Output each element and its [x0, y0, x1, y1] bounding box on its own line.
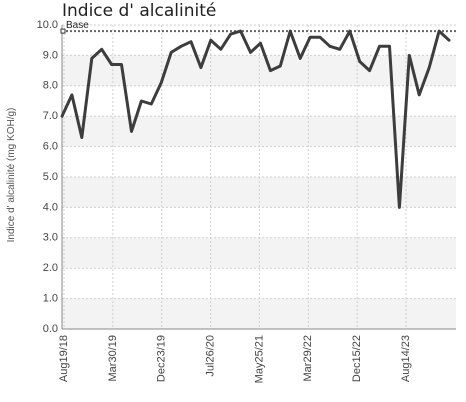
- y-axis-label: Indice d' alcalinité (mg KOH/g): [6, 108, 17, 243]
- y-tick-label: 2.0: [43, 262, 58, 274]
- y-tick-label: 4.0: [43, 201, 58, 213]
- y-tick-label: 0.0: [43, 323, 58, 335]
- x-tick-label: Mar30/19: [107, 335, 119, 381]
- y-tick-label: 9.0: [43, 49, 58, 61]
- x-tick-label: Dec15/22: [351, 335, 363, 382]
- y-tick-label: 5.0: [43, 171, 58, 183]
- y-tick-label: 3.0: [43, 232, 58, 244]
- y-tick-label: 1.0: [43, 293, 58, 305]
- y-tick-label: 6.0: [43, 141, 58, 153]
- y-tick-label: 10.0: [37, 19, 58, 31]
- x-tick-label: May25/21: [253, 335, 265, 383]
- x-tick-label: Aug14/23: [400, 335, 412, 382]
- background-bands: [62, 55, 456, 329]
- x-tick-label: Aug19/18: [58, 335, 70, 382]
- grid-lines: [62, 24, 456, 330]
- base-reference: Base: [60, 20, 456, 34]
- x-tick-label: Dec23/19: [156, 335, 168, 382]
- x-tick-label: Jul26/20: [204, 335, 216, 377]
- y-tick-label: 7.0: [43, 110, 58, 122]
- y-tick-label: 8.0: [43, 80, 58, 92]
- x-tick-label: Mar29/22: [302, 335, 314, 381]
- series-line: [60, 29, 451, 209]
- x-tick-labels: Aug19/18 Mar30/19 Dec23/19 Jul26/20 May25/21…: [58, 335, 412, 383]
- chart-title: Indice d' alcalinité: [62, 1, 216, 21]
- axes: [61, 25, 456, 330]
- base-label: Base: [66, 20, 89, 31]
- series: [60, 29, 451, 209]
- base-marker: [60, 28, 66, 34]
- y-tick-labels: 0.0 1.0 2.0 3.0 4.0 5.0 6.0 7.0 8.0 9.0 10.0: [37, 19, 58, 335]
